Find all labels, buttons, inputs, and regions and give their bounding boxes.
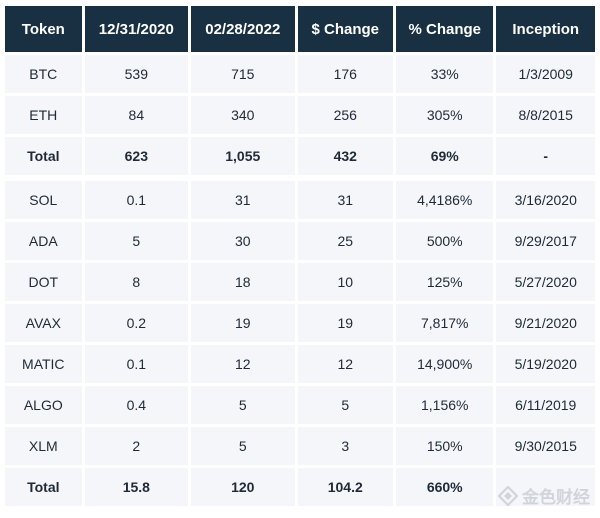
table-cell: 660%: [396, 468, 494, 506]
table-cell: 256: [297, 96, 393, 134]
table-cell: 6/11/2019: [496, 386, 595, 424]
table-cell: AVAX: [5, 304, 82, 342]
table-row: MATIC 0.1 12 12 14,900% 5/19/2020: [5, 345, 595, 383]
jinse-logo-icon: [498, 485, 518, 506]
table-cell: 12: [191, 345, 295, 383]
table-cell: 150%: [396, 427, 494, 465]
table-cell: 2: [84, 427, 189, 465]
table-cell: 1,156%: [396, 386, 494, 424]
table-cell: 5: [191, 386, 295, 424]
table-cell: ETH: [5, 96, 82, 134]
table-cell: 305%: [396, 96, 494, 134]
table-row: AVAX 0.2 19 19 7,817% 9/21/2020: [5, 304, 595, 342]
table-cell: ALGO: [5, 386, 82, 424]
table-cell: 8/8/2015: [496, 96, 595, 134]
table-cell: MATIC: [5, 345, 82, 383]
table-total-row-alt: Total 15.8 120 104.2 660%: [5, 468, 595, 506]
header-token: Token: [5, 6, 82, 52]
table-row: XLM 2 5 3 150% 9/30/2015: [5, 427, 595, 465]
table-cell: XLM: [5, 427, 82, 465]
table-cell: Total: [5, 137, 82, 175]
table-cell: -: [496, 137, 595, 175]
table-row: ETH 84 340 256 305% 8/8/2015: [5, 96, 595, 134]
table-group-major: BTC 539 715 176 33% 1/3/2009 ETH 84 340 256 305% 8/…: [5, 55, 595, 134]
table-row: ADA 5 30 25 500% 9/29/2017: [5, 222, 595, 260]
table-cell: 7,817%: [396, 304, 494, 342]
header-dollar-change: $ Change: [297, 6, 393, 52]
table-cell: 30: [191, 222, 295, 260]
table-row: SOL 0.1 31 31 4,4186% 3/16/2020: [5, 181, 595, 219]
watermark: 金色财经: [498, 483, 590, 508]
table-cell: 340: [191, 96, 295, 134]
table-cell: 432: [297, 137, 393, 175]
table-cell: 500%: [396, 222, 494, 260]
table-cell: 84: [84, 96, 189, 134]
table-row: ALGO 0.4 5 5 1,156% 6/11/2019: [5, 386, 595, 424]
table-cell: 18: [191, 263, 295, 301]
table-cell: 715: [191, 55, 295, 93]
table-row: BTC 539 715 176 33% 1/3/2009: [5, 55, 595, 93]
table-cell: 120: [191, 468, 295, 506]
table-cell: 4,4186%: [396, 181, 494, 219]
table-cell: 19: [297, 304, 393, 342]
table-cell: 539: [84, 55, 189, 93]
table-cell: 5/27/2020: [496, 263, 595, 301]
table-cell: 15.8: [84, 468, 189, 506]
table-cell: 10: [297, 263, 393, 301]
table-cell: 3: [297, 427, 393, 465]
table-cell: SOL: [5, 181, 82, 219]
table-cell: 69%: [396, 137, 494, 175]
header-inception: Inception: [496, 6, 595, 52]
token-price-table: Token 12/31/2020 02/28/2022 $ Change % C…: [5, 6, 595, 509]
table-cell: 0.1: [84, 181, 189, 219]
table-cell: DOT: [5, 263, 82, 301]
table-cell: 31: [191, 181, 295, 219]
table-cell: 8: [84, 263, 189, 301]
header-date-2022: 02/28/2022: [191, 6, 295, 52]
table-cell: 9/29/2017: [496, 222, 595, 260]
header-date-2020: 12/31/2020: [84, 6, 189, 52]
table-cell: 25: [297, 222, 393, 260]
table-cell: 0.4: [84, 386, 189, 424]
table-header-row: Token 12/31/2020 02/28/2022 $ Change % C…: [5, 6, 595, 52]
table-cell: 19: [191, 304, 295, 342]
table-cell: 33%: [396, 55, 494, 93]
watermark-text: 金色财经: [522, 488, 590, 507]
table-cell: 176: [297, 55, 393, 93]
table-group-alt: SOL 0.1 31 31 4,4186% 3/16/2020 ADA 5 30 25 500% 9/…: [5, 181, 595, 465]
table-cell: 0.1: [84, 345, 189, 383]
table-cell: 104.2: [297, 468, 393, 506]
table-cell: ADA: [5, 222, 82, 260]
table-cell: 9/30/2015: [496, 427, 595, 465]
table-cell: 5: [297, 386, 393, 424]
table-cell: 1/3/2009: [496, 55, 595, 93]
table-cell: 3/16/2020: [496, 181, 595, 219]
table-cell: 5: [84, 222, 189, 260]
table-cell: 31: [297, 181, 393, 219]
table-cell: 12: [297, 345, 393, 383]
table-cell: 1,055: [191, 137, 295, 175]
table-cell: Total: [5, 468, 82, 506]
table-cell: 5: [191, 427, 295, 465]
table-cell: 5/19/2020: [496, 345, 595, 383]
table-cell: 9/21/2020: [496, 304, 595, 342]
header-percent-change: % Change: [396, 6, 494, 52]
table-cell: 0.2: [84, 304, 189, 342]
table-total-row-major: Total 623 1,055 432 69% -: [5, 137, 595, 175]
table-cell: BTC: [5, 55, 82, 93]
table-cell: 14,900%: [396, 345, 494, 383]
table-row: DOT 8 18 10 125% 5/27/2020: [5, 263, 595, 301]
table-cell: 623: [84, 137, 189, 175]
table-cell: 125%: [396, 263, 494, 301]
